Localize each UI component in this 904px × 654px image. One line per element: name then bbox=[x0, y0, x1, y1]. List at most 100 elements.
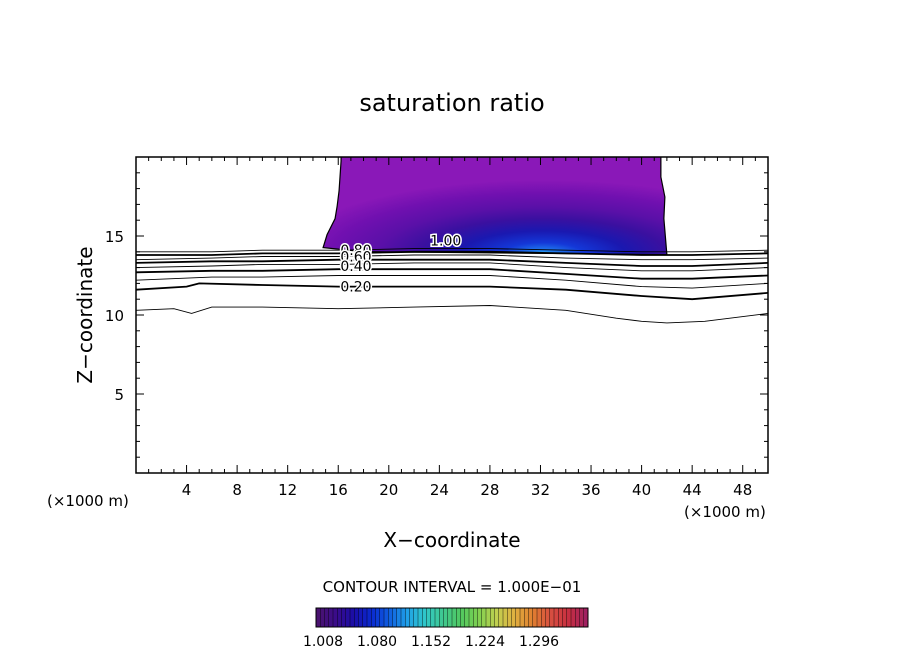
colorbar-swatch bbox=[379, 608, 385, 627]
contour-line bbox=[136, 258, 768, 267]
colorbar-swatch bbox=[549, 608, 555, 627]
colorbar-swatch bbox=[515, 608, 521, 627]
x-tick-label: 20 bbox=[379, 481, 398, 499]
colorbar-swatch bbox=[554, 608, 559, 627]
colorbar-swatch bbox=[524, 608, 529, 627]
colorbar-swatch bbox=[324, 608, 330, 627]
contour-line bbox=[136, 248, 768, 253]
plot-area: 1.000.800.600.400.20 4 8 12 16 20 24 28 32 36 40 4… bbox=[105, 156, 769, 499]
contour-label: 1.00 bbox=[430, 234, 461, 250]
x-tick-label: 12 bbox=[278, 481, 297, 499]
colorbar-swatch bbox=[333, 608, 338, 627]
x-tick-label: 28 bbox=[480, 481, 499, 499]
z-unit-label: (×1000 m) bbox=[47, 492, 129, 510]
contour-label: 0.20 bbox=[340, 280, 371, 296]
colorbar-swatch bbox=[511, 608, 517, 627]
colorbar-swatch bbox=[562, 608, 568, 627]
colorbar-swatch bbox=[579, 608, 585, 627]
y-tick-labels: 5 10 15 bbox=[105, 228, 124, 404]
colorbar-swatch bbox=[541, 608, 546, 627]
colorbar-swatch bbox=[345, 608, 351, 627]
x-tick-label: 4 bbox=[182, 481, 192, 499]
colorbar-swatch bbox=[528, 608, 534, 627]
colorbar-swatch bbox=[413, 608, 419, 627]
x-tick-label: 24 bbox=[430, 481, 449, 499]
contour-label: 0.60 bbox=[340, 250, 371, 266]
x-tick-label: 16 bbox=[329, 481, 348, 499]
colorbar-swatch bbox=[507, 608, 512, 627]
y-tick-label: 15 bbox=[105, 228, 124, 246]
colorbar-swatch bbox=[545, 608, 551, 627]
contour-label: 0.80 bbox=[340, 243, 371, 259]
colorbar-frame bbox=[315, 607, 589, 628]
colorbar-swatch bbox=[388, 608, 393, 627]
colorbar-swatch bbox=[435, 608, 440, 627]
contour-interval-text: CONTOUR INTERVAL = 1.000E−01 bbox=[323, 578, 582, 596]
colorbar-swatch bbox=[337, 608, 342, 627]
colorbar-swatch bbox=[341, 608, 347, 627]
contour-label: 0.40 bbox=[340, 259, 371, 275]
colorbar-swatch bbox=[384, 608, 389, 627]
colorbar-swatch bbox=[426, 608, 432, 627]
colorbar-swatch bbox=[481, 608, 487, 627]
colorbar-swatch bbox=[371, 608, 376, 627]
colorbar-tick-label: 1.152 bbox=[411, 634, 451, 650]
y-tick-label: 5 bbox=[114, 386, 124, 404]
colorbar-swatch bbox=[566, 608, 572, 627]
colorbar-swatch bbox=[350, 608, 355, 627]
contour-line bbox=[136, 254, 768, 261]
colorbar-swatch bbox=[328, 608, 334, 627]
colorbar-tick-label: 1.296 bbox=[519, 634, 559, 650]
axis-ticks bbox=[136, 157, 768, 473]
colorbar-swatch bbox=[571, 608, 576, 627]
colorbar-swatch bbox=[503, 608, 508, 627]
x-tick-label: 32 bbox=[531, 481, 550, 499]
colorbar-swatch bbox=[473, 608, 478, 627]
colorbar-tick-labels: 1.008 1.080 1.152 1.224 1.296 bbox=[303, 634, 559, 650]
contour-line bbox=[136, 282, 768, 301]
colorbar-swatch bbox=[439, 608, 444, 627]
colorbar-tick-label: 1.224 bbox=[465, 634, 505, 650]
saturation-filled-region bbox=[322, 157, 668, 256]
colorbar-tick-label: 1.080 bbox=[357, 634, 397, 650]
colorbar-swatch bbox=[532, 608, 538, 627]
x-axis-label: X−coordinate bbox=[383, 528, 520, 552]
colorbar-swatch bbox=[320, 608, 325, 627]
colorbar-swatch bbox=[443, 608, 449, 627]
colorbar-swatch bbox=[405, 608, 410, 627]
colorbar-swatch bbox=[477, 608, 483, 627]
chart-title: saturation ratio bbox=[359, 89, 544, 117]
contour-line bbox=[136, 268, 768, 280]
contour-line bbox=[136, 275, 768, 289]
x-tick-label: 40 bbox=[632, 481, 651, 499]
colorbar-swatch bbox=[486, 608, 491, 627]
colorbar-swatch bbox=[460, 608, 466, 627]
colorbar-swatch bbox=[367, 608, 372, 627]
colorbar-swatch bbox=[464, 608, 470, 627]
colorbar-swatch bbox=[396, 608, 402, 627]
colorbar-swatch bbox=[494, 608, 500, 627]
colorbar-swatch bbox=[401, 608, 406, 627]
colorbar-swatch bbox=[362, 608, 368, 627]
contour-line bbox=[136, 262, 768, 272]
colorbar-swatch bbox=[575, 608, 580, 627]
y-tick-label: 10 bbox=[105, 307, 124, 325]
contour-line bbox=[136, 250, 768, 256]
colorbar-swatch bbox=[422, 608, 427, 627]
x-unit-label: (×1000 m) bbox=[684, 503, 766, 521]
colorbar-swatch bbox=[452, 608, 457, 627]
colorbar-swatch bbox=[558, 608, 563, 627]
colorbar-swatch bbox=[520, 608, 525, 627]
colorbar-swatch bbox=[316, 608, 321, 627]
colorbar-swatch bbox=[375, 608, 381, 627]
colorbar-swatch bbox=[490, 608, 495, 627]
colorbar-swatch bbox=[469, 608, 474, 627]
x-tick-label: 36 bbox=[581, 481, 600, 499]
colorbar-swatch bbox=[456, 608, 461, 627]
colorbar-swatch bbox=[358, 608, 364, 627]
x-tick-labels: 4 8 12 16 20 24 28 32 36 40 44 48 bbox=[182, 481, 752, 499]
colorbar-swatch bbox=[537, 608, 542, 627]
colorbar-swatch bbox=[447, 608, 453, 627]
colorbar-swatch bbox=[392, 608, 398, 627]
